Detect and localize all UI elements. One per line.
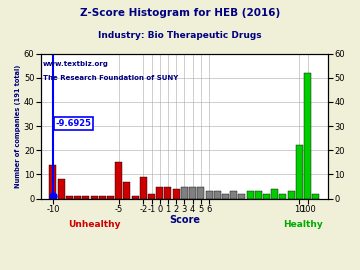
Bar xyxy=(230,191,237,199)
Bar xyxy=(197,187,204,199)
Bar xyxy=(82,196,89,199)
Text: Unhealthy: Unhealthy xyxy=(68,220,120,230)
Bar xyxy=(58,179,65,199)
Bar xyxy=(247,191,253,199)
Bar xyxy=(99,196,106,199)
Bar xyxy=(115,162,122,199)
Text: Healthy: Healthy xyxy=(284,220,323,230)
Bar xyxy=(123,182,130,199)
Bar xyxy=(296,146,303,199)
Bar xyxy=(312,194,319,199)
Bar xyxy=(288,191,294,199)
Bar xyxy=(165,187,171,199)
Y-axis label: Number of companies (191 total): Number of companies (191 total) xyxy=(15,65,21,188)
X-axis label: Score: Score xyxy=(169,215,200,225)
Bar xyxy=(263,194,270,199)
Bar xyxy=(238,194,246,199)
Text: www.textbiz.org: www.textbiz.org xyxy=(43,61,109,67)
Bar xyxy=(74,196,81,199)
Text: Z-Score Histogram for HEB (2016): Z-Score Histogram for HEB (2016) xyxy=(80,8,280,18)
Bar xyxy=(214,191,221,199)
Bar xyxy=(304,73,311,199)
Bar xyxy=(140,177,147,199)
Bar xyxy=(181,187,188,199)
Bar xyxy=(156,187,163,199)
Bar xyxy=(173,189,180,199)
Bar xyxy=(107,196,114,199)
Bar xyxy=(148,194,155,199)
Bar xyxy=(206,191,212,199)
Bar xyxy=(222,194,229,199)
Bar xyxy=(279,194,287,199)
Bar xyxy=(66,196,73,199)
Bar xyxy=(189,187,196,199)
Bar xyxy=(91,196,98,199)
Bar xyxy=(271,189,278,199)
Bar xyxy=(255,191,262,199)
Bar xyxy=(49,165,57,199)
Text: The Research Foundation of SUNY: The Research Foundation of SUNY xyxy=(43,75,178,81)
Bar xyxy=(132,196,139,199)
Text: -9.6925: -9.6925 xyxy=(55,119,91,128)
Text: Industry: Bio Therapeutic Drugs: Industry: Bio Therapeutic Drugs xyxy=(98,31,262,40)
